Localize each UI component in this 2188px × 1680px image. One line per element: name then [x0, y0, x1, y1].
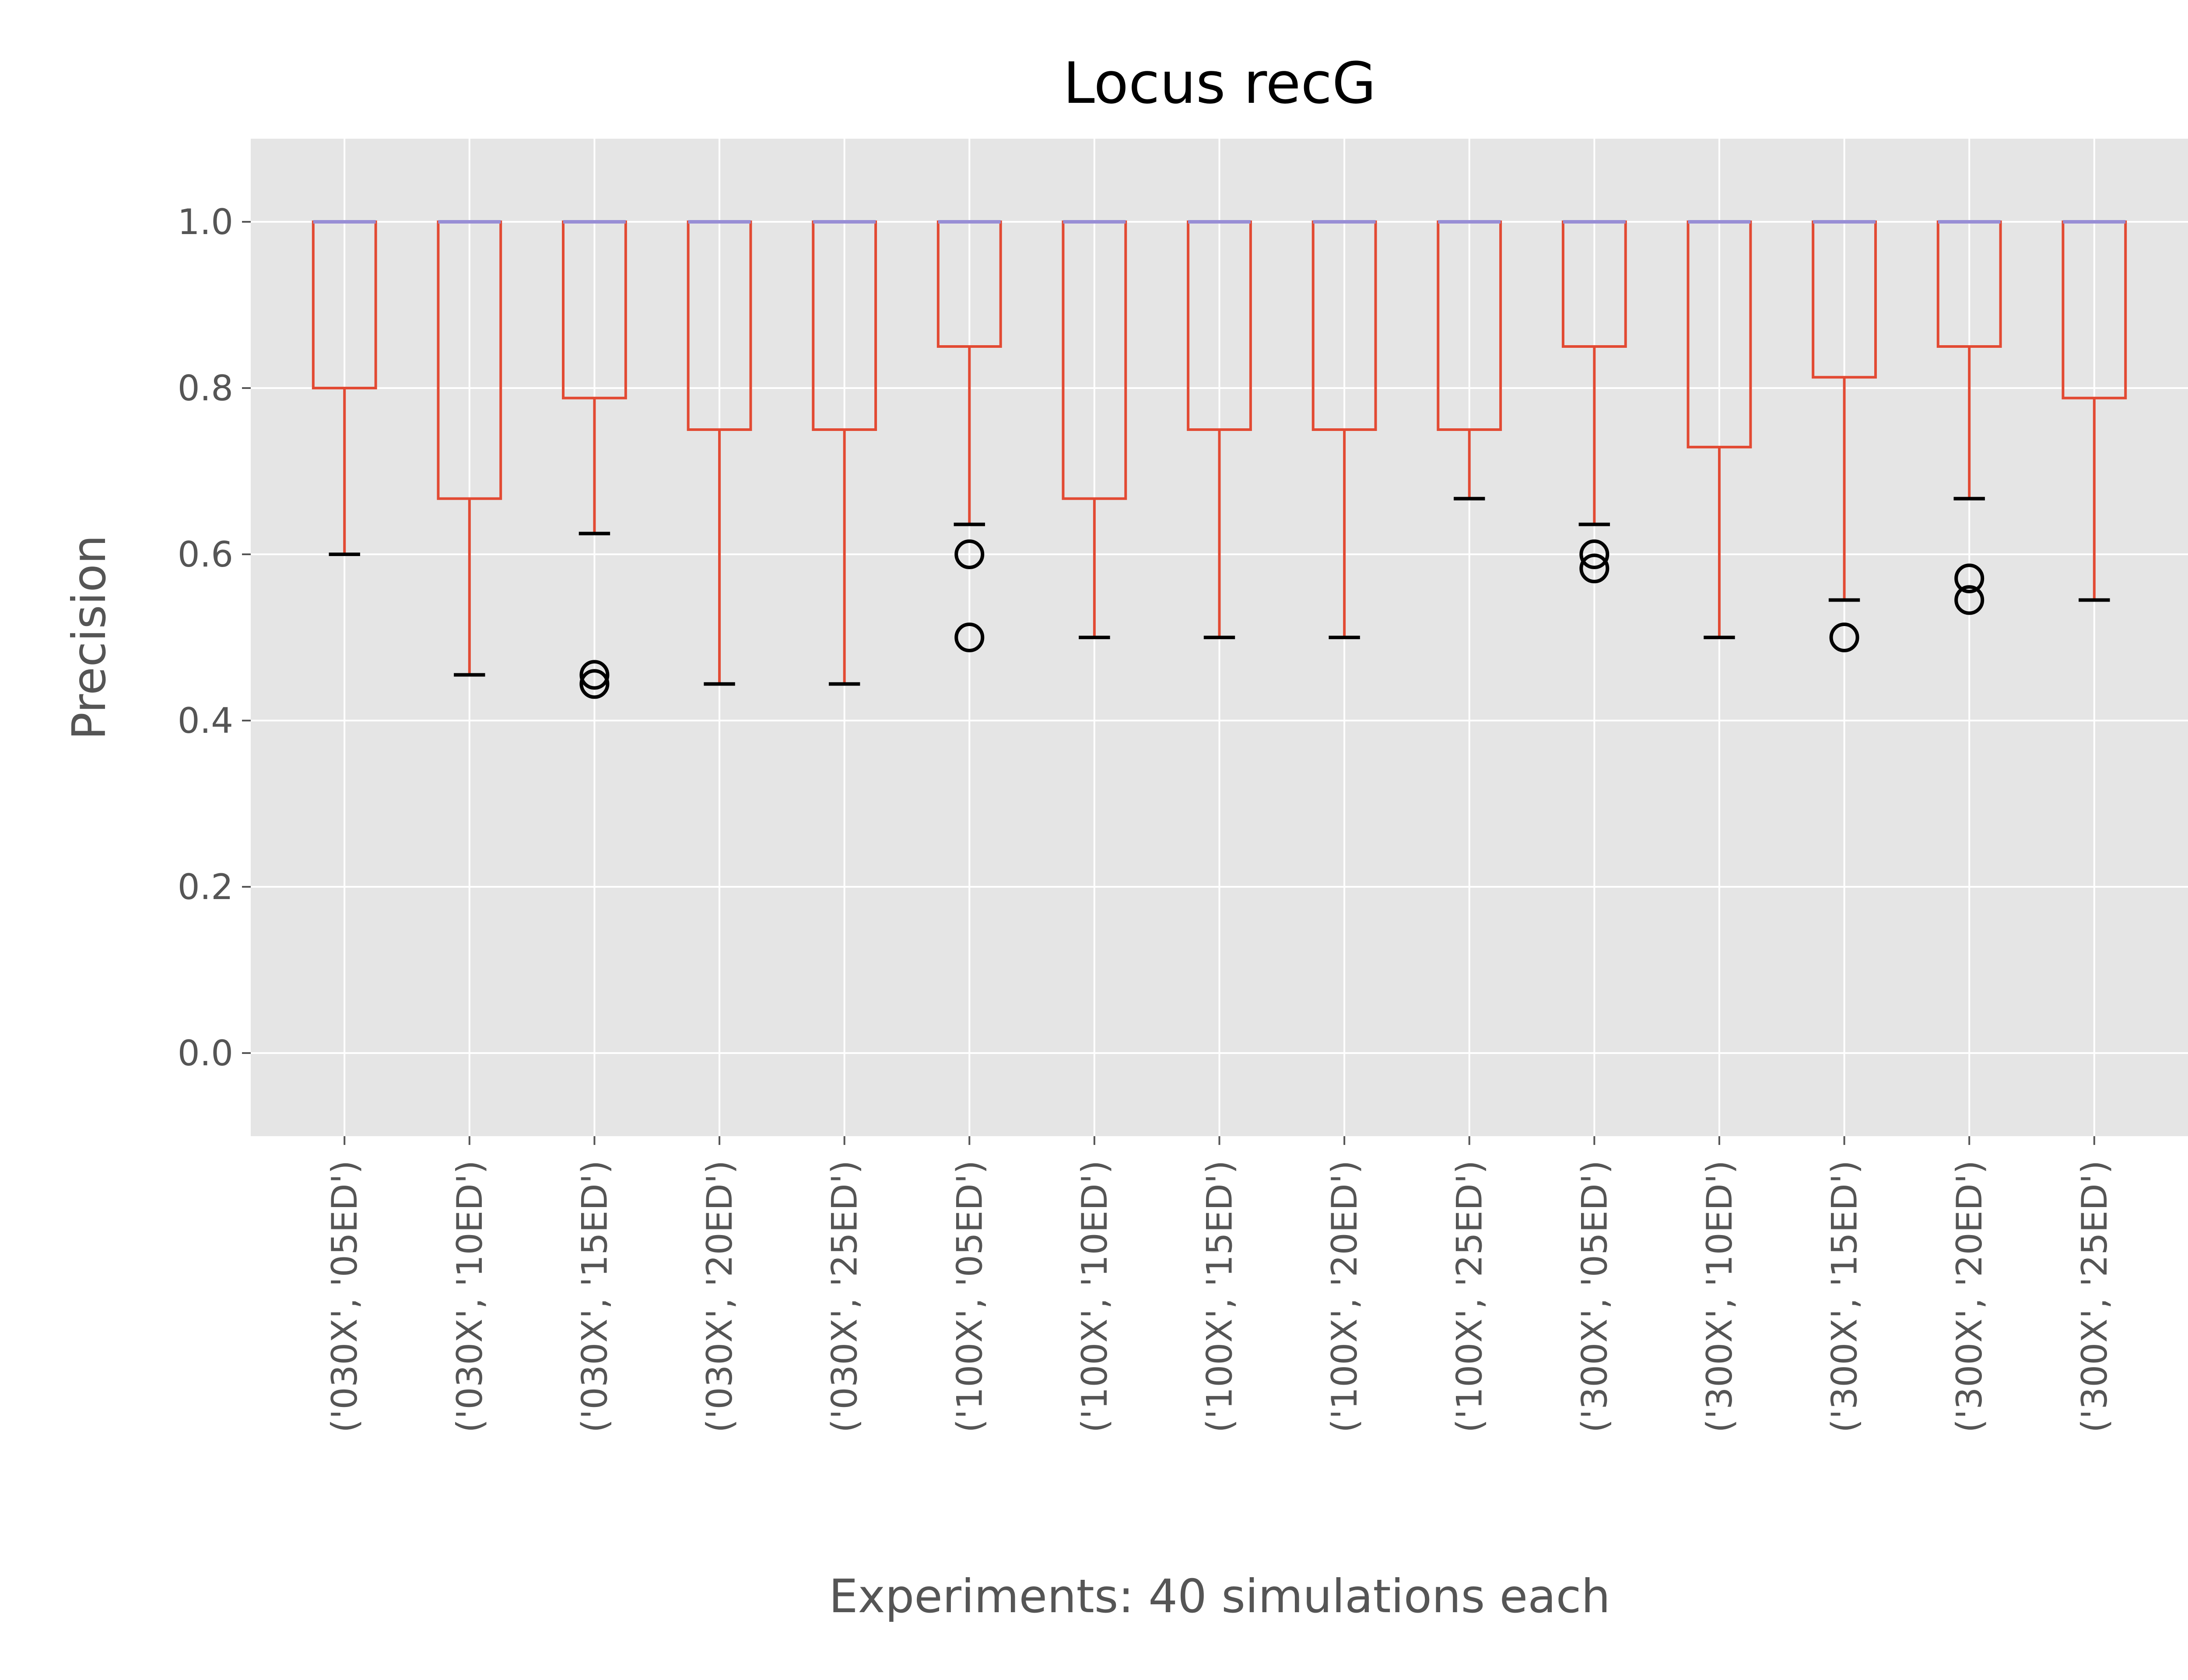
- y-tick-label: 0.0: [178, 1033, 233, 1074]
- x-tick-label: ('300X', '15ED'): [1824, 1160, 1865, 1433]
- x-tick-label: ('100X', '05ED'): [949, 1160, 990, 1433]
- outlier-point: [1954, 564, 1985, 594]
- x-tick-label: ('030X', '10ED'): [449, 1160, 490, 1433]
- outlier-point: [579, 669, 610, 699]
- box-5: [812, 220, 877, 686]
- x-tick-label: ('030X', '25ED'): [824, 1160, 865, 1433]
- y-tick-label: 0.6: [178, 534, 233, 575]
- outlier-point: [954, 539, 985, 569]
- box-1: [312, 220, 377, 556]
- x-tick-label: ('100X', '15ED'): [1199, 1160, 1240, 1433]
- box-7: [1062, 220, 1127, 639]
- box-13: [1812, 220, 1877, 652]
- outlier-point: [579, 660, 610, 690]
- y-tick-label: 0.4: [178, 700, 233, 741]
- box-6: [936, 220, 1002, 652]
- box-8: [1187, 220, 1252, 639]
- box-2: [437, 220, 502, 677]
- x-tick-label: ('030X', '15ED'): [574, 1160, 615, 1433]
- y-tick-label: 0.8: [178, 368, 233, 409]
- y-axis-ticks: 0.0 0.2 0.4 0.6 0.8 1.0: [178, 202, 251, 1074]
- x-tick-label: ('300X', '05ED'): [1574, 1160, 1615, 1433]
- box-12: [1687, 220, 1752, 639]
- box-10: [1437, 220, 1502, 500]
- box-9: [1311, 220, 1377, 639]
- x-tick-label: ('030X', '20ED'): [699, 1160, 740, 1433]
- x-tick-label: ('100X', '10ED'): [1074, 1160, 1115, 1433]
- box-11: [1561, 220, 1627, 584]
- x-tick-label: ('300X', '20ED'): [1949, 1160, 1990, 1433]
- x-tick-label: ('300X', '25ED'): [2074, 1160, 2115, 1433]
- x-tick-label: ('030X', '05ED'): [324, 1160, 365, 1433]
- x-tick-label: ('100X', '25ED'): [1449, 1160, 1490, 1433]
- box-4: [687, 220, 752, 686]
- outlier-point: [1954, 585, 1985, 615]
- y-tick-label: 1.0: [178, 202, 233, 242]
- y-axis-label: Precision: [63, 535, 116, 740]
- outlier-point: [1579, 553, 1609, 584]
- x-axis-ticks: ('030X', '05ED') ('030X', '10ED') ('030X',…: [324, 1136, 2115, 1433]
- chart-title: Locus recG: [1063, 50, 1376, 116]
- box-15: [2062, 220, 2127, 602]
- outlier-point: [1829, 623, 1859, 652]
- x-axis-label: Experiments: 40 simulations each: [829, 1570, 1610, 1623]
- y-tick-label: 0.2: [178, 867, 233, 907]
- x-tick-label: ('300X', '10ED'): [1699, 1160, 1740, 1433]
- box-14: [1936, 220, 2002, 615]
- box-3: [562, 220, 627, 699]
- x-tick-label: ('100X', '20ED'): [1324, 1160, 1365, 1433]
- outlier-point: [1579, 539, 1609, 569]
- outlier-point: [954, 623, 985, 652]
- box-series: [312, 220, 2127, 699]
